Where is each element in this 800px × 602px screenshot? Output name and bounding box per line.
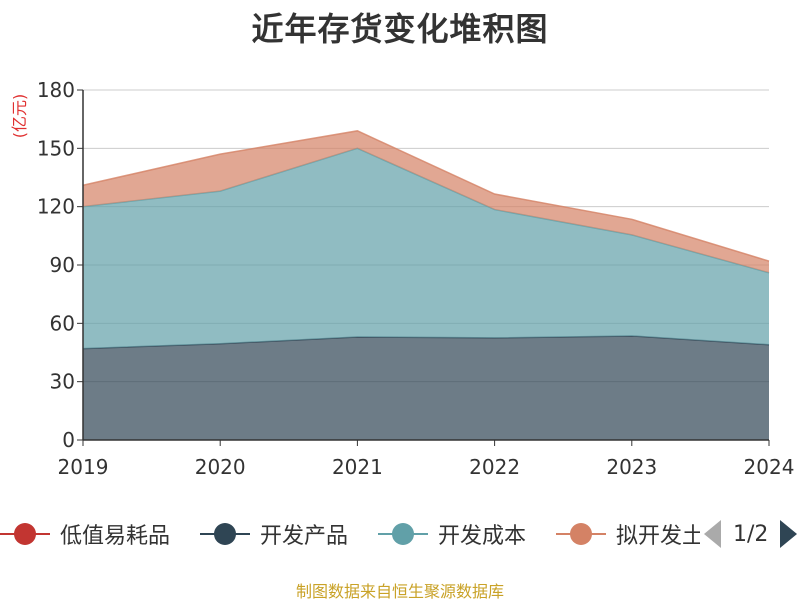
chart-title: 近年存货变化堆积图 <box>251 10 549 48</box>
legend-page-indicator: 1/2 <box>733 521 769 547</box>
area-series <box>83 335 769 440</box>
y-tick-label: 120 <box>37 195 75 219</box>
axes: 0 30 60 90 120 150 180 2019 2020 2021 2022 2023 2024 <box>37 78 795 479</box>
area-series <box>83 130 769 273</box>
y-tick-label: 180 <box>37 78 75 102</box>
legend-prev-page-icon[interactable] <box>704 520 721 548</box>
legend-marker-icon <box>0 514 50 554</box>
legend-next-page-icon[interactable] <box>780 520 798 548</box>
area-series-layer <box>82 130 770 440</box>
y-tick-label: 90 <box>50 253 75 277</box>
x-tick-label: 2024 <box>744 455 795 479</box>
legend-label: 开发成本 <box>438 524 527 549</box>
legend-label: 开发产品 <box>260 524 349 549</box>
x-tick-label: 2023 <box>606 455 657 479</box>
legend: 低值易耗品 开发产品 开发成本 拟开发土地 <box>0 514 800 554</box>
legend-item[interactable]: 开发成本 <box>378 514 526 554</box>
x-tick-label: 2021 <box>332 455 383 479</box>
legend-item[interactable]: 低值易耗品 <box>0 514 170 554</box>
source-note: 制图数据来自恒生聚源数据库 <box>295 582 504 601</box>
area-series <box>83 148 769 349</box>
legend-marker-icon <box>378 514 428 554</box>
y-tick-label: 30 <box>50 370 75 394</box>
legend-item[interactable]: 开发产品 <box>200 514 348 554</box>
legend-label: 低值易耗品 <box>60 524 171 549</box>
x-tick-label: 2022 <box>469 455 520 479</box>
y-tick-label: 150 <box>37 136 75 160</box>
area-series-line <box>82 130 770 262</box>
y-tick-label: 60 <box>50 311 75 335</box>
x-tick-label: 2019 <box>58 455 109 479</box>
x-tick-label: 2020 <box>195 455 246 479</box>
legend-marker-icon <box>200 514 250 554</box>
y-tick-label: 0 <box>62 428 75 452</box>
legend-marker-icon <box>556 514 606 554</box>
legend-pager: 1/2 <box>700 514 800 554</box>
y-axis-unit-label: (亿元) <box>10 94 29 139</box>
